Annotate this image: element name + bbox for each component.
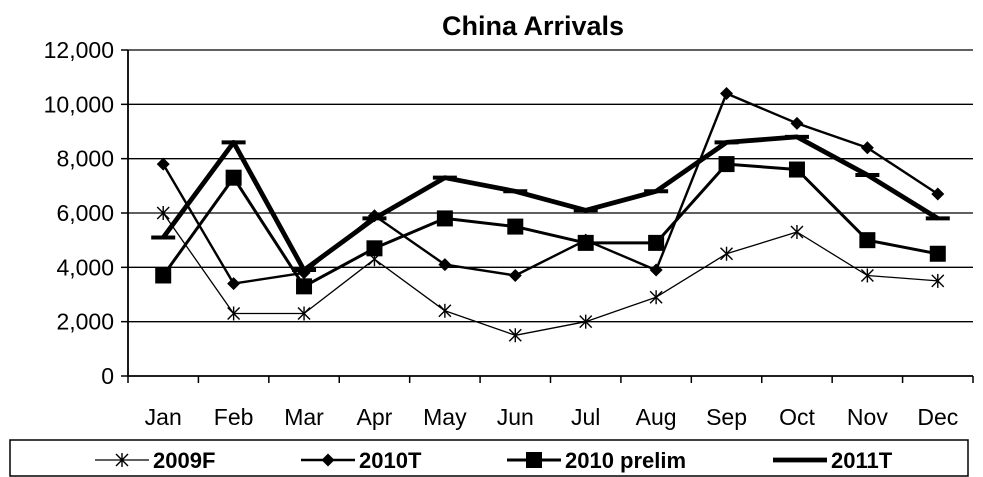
y-tick-label-12000: 12,000 — [44, 37, 114, 63]
chart-title: China Arrivals — [442, 11, 624, 41]
legend-item-2009f: 2009F — [95, 448, 215, 473]
axes — [121, 49, 974, 383]
point-2010t-jun — [508, 268, 522, 282]
point-2009f-mar — [297, 306, 311, 321]
point-2009f-aug — [649, 290, 663, 305]
series-line-2011t — [161, 134, 940, 273]
y-tick-label-2000: 2,000 — [56, 309, 114, 335]
point-2010-prelim-nov — [859, 232, 876, 249]
point-2010t-dec — [931, 187, 945, 201]
point-2009f-jun — [508, 328, 522, 343]
legend-marker-2010t — [321, 453, 335, 467]
point-2010-prelim-sep — [718, 156, 735, 173]
y-tick-label-4000: 4,000 — [56, 254, 114, 280]
legend-label-2009f: 2009F — [153, 448, 215, 473]
x-tick-label-mar: Mar — [284, 404, 324, 430]
point-2010-prelim-feb — [225, 169, 242, 186]
series-line-2009f — [162, 212, 938, 336]
x-tick-label-oct: Oct — [779, 404, 815, 430]
point-2009f-dec — [931, 273, 945, 288]
legend-item-2010-prelim: 2010 prelim — [507, 448, 686, 473]
point-2010-prelim-jun — [507, 218, 524, 235]
x-tick-label-sep: Sep — [706, 404, 747, 430]
legend-marker-2010-prelim — [526, 452, 542, 468]
legend-label-2010-prelim: 2010 prelim — [565, 448, 686, 473]
point-2010t-sep — [720, 86, 734, 100]
x-tick-label-aug: Aug — [636, 404, 677, 430]
y-tick-label-0: 0 — [101, 363, 114, 389]
x-tick-label-nov: Nov — [847, 404, 888, 430]
x-tick-label-jul: Jul — [571, 404, 600, 430]
x-tick-label-jun: Jun — [497, 404, 534, 430]
y-axis-ticks: 0 2,000 4,000 6,000 8,000 10,000 12,000 — [44, 37, 114, 389]
point-2009f-jan — [156, 206, 170, 220]
point-2010-prelim-dec — [929, 245, 946, 262]
point-2009f-sep — [720, 246, 734, 261]
point-2009f-nov — [860, 268, 874, 283]
legend-item-2011t: 2011T — [773, 448, 893, 473]
x-tick-label-jan: Jan — [145, 404, 182, 430]
x-tick-label-may: May — [423, 404, 467, 430]
point-2010t-may — [438, 258, 452, 272]
point-2010-prelim-aug — [648, 234, 665, 251]
x-axis-ticks: Jan Feb Mar Apr May Jun Jul Aug Sep Oct Nov Dec — [145, 404, 959, 430]
x-tick-label-apr: Apr — [357, 404, 393, 430]
point-2010t-nov — [860, 141, 874, 155]
point-2010-prelim-apr — [366, 240, 383, 257]
y-tick-label-8000: 8,000 — [56, 146, 114, 172]
point-2010t-aug — [649, 263, 663, 277]
x-tick-label-dec: Dec — [917, 404, 958, 430]
legend-label-2010t: 2010T — [359, 448, 422, 473]
x-tick-label-feb: Feb — [214, 404, 254, 430]
point-2009f-feb — [227, 306, 241, 321]
point-2010t-jan — [156, 157, 170, 171]
point-2010t-oct — [790, 116, 804, 130]
legend-item-2010t: 2010T — [301, 448, 422, 473]
point-2010-prelim-jul — [577, 234, 594, 251]
series-line-2010t — [162, 92, 939, 285]
legend-marker-2009f — [115, 453, 129, 467]
gridlines — [128, 49, 973, 323]
point-2009f-jul — [579, 314, 593, 329]
point-2010t-feb — [227, 277, 241, 291]
legend: 2009F 2010T 2010 prelim 2011T — [9, 439, 969, 477]
y-tick-label-6000: 6,000 — [56, 200, 114, 226]
y-tick-label-10000: 10,000 — [44, 91, 114, 117]
point-2009f-oct — [790, 225, 804, 240]
point-2010-prelim-mar — [296, 278, 313, 295]
point-2010-prelim-may — [436, 210, 453, 227]
point-2010-prelim-oct — [788, 161, 805, 178]
point-2009f-may — [438, 303, 452, 318]
legend-label-2011t: 2011T — [831, 448, 893, 473]
series-group — [151, 86, 950, 343]
point-2010-prelim-jan — [155, 267, 172, 284]
